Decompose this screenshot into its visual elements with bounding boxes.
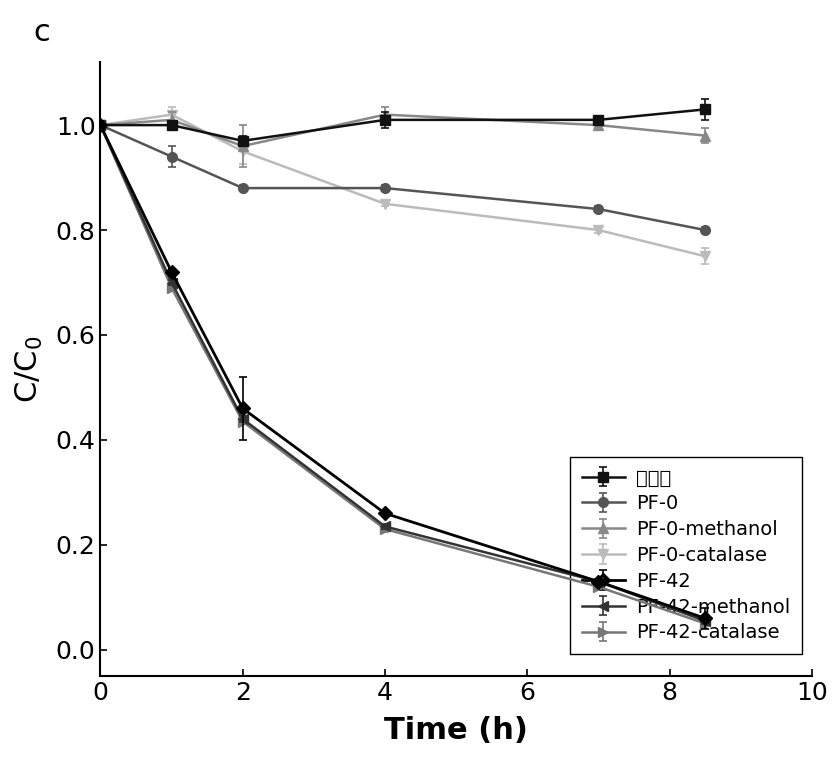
Text: c: c (33, 18, 50, 47)
Y-axis label: C/C$_0$: C/C$_0$ (13, 336, 44, 402)
X-axis label: Time (h): Time (h) (384, 716, 528, 745)
Legend: 对照组, PF-0, PF-0-methanol, PF-0-catalase, PF-42, PF-42-methanol, PF-42-catalase: 对照组, PF-0, PF-0-methanol, PF-0-catalase,… (569, 457, 801, 654)
